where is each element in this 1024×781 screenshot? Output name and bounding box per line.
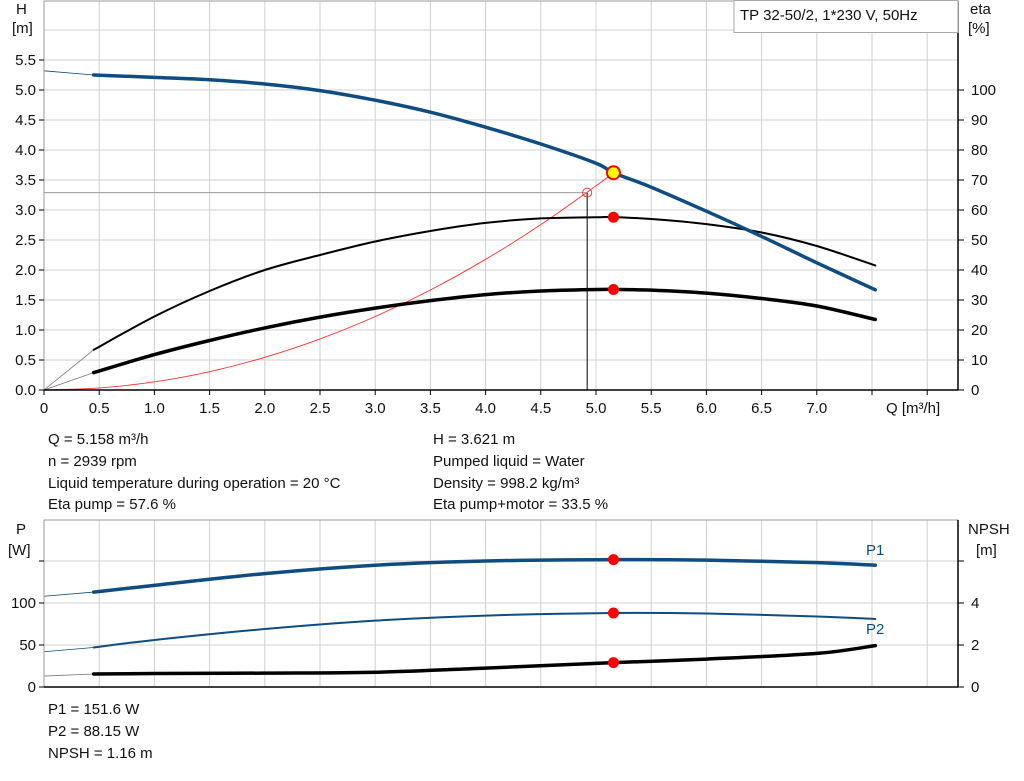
info-h: H = 3.621 m bbox=[433, 431, 516, 448]
head-curve bbox=[91, 73, 878, 292]
h-tick-label: 2.5 bbox=[15, 232, 36, 249]
requested-point-marker bbox=[582, 187, 593, 198]
info-p1: P1 = 151.6 W bbox=[48, 701, 140, 718]
npsh-tick-label: 0 bbox=[971, 679, 979, 696]
info-eta-pump-motor: Eta pump+motor = 33.5 % bbox=[433, 496, 609, 513]
x-tick-label: 0.5 bbox=[89, 400, 110, 417]
info-p2: P2 = 88.15 W bbox=[48, 723, 140, 740]
h-tick-label: 2.0 bbox=[15, 262, 36, 279]
h-tick-label: 1.0 bbox=[15, 322, 36, 339]
x-tick-label: 2.5 bbox=[310, 400, 331, 417]
info-eta-pump: Eta pump = 57.6 % bbox=[48, 496, 176, 513]
eta-tick-label: 20 bbox=[971, 322, 988, 339]
h-tick-label: 3.5 bbox=[15, 172, 36, 189]
system-curve bbox=[43, 172, 614, 391]
eta-pump-motor-curve-extension bbox=[43, 372, 94, 391]
x-tick-label: 5.0 bbox=[586, 400, 607, 417]
x-tick-label: 0 bbox=[40, 400, 48, 417]
x-tick-label: 4.0 bbox=[475, 400, 496, 417]
head-curve-extension bbox=[43, 70, 94, 76]
eta-tick-label: 0 bbox=[971, 382, 979, 399]
x-tick-label: 6.5 bbox=[751, 400, 772, 417]
info-density: Density = 998.2 kg/m³ bbox=[433, 475, 580, 492]
npsh-tick-label: 2 bbox=[971, 637, 979, 654]
x-tick-label: 7.0 bbox=[806, 400, 827, 417]
npsh-curve-extension bbox=[43, 673, 94, 677]
operating-point-marker bbox=[605, 165, 621, 181]
eta-tick-label: 80 bbox=[971, 142, 988, 159]
eta-pump-curve-extension bbox=[43, 349, 94, 391]
x-axis-label: Q [m³/h] bbox=[886, 400, 940, 417]
y-axis-label-h: H bbox=[16, 1, 27, 18]
h-tick-label: 0.0 bbox=[15, 382, 36, 399]
eta-tick-label: 50 bbox=[971, 232, 988, 249]
eta-tick-label: 100 bbox=[971, 82, 996, 99]
p2-curve-extension bbox=[43, 647, 94, 653]
x-tick-label: 2.0 bbox=[254, 400, 275, 417]
tick-labels: 0 0.5 1.0 1.5 2.0 2.5 3.0 3.5 4.0 4.5 5.0 5.5 6.0 6.5… bbox=[11, 52, 996, 696]
series-label-p2: P2 bbox=[866, 621, 884, 638]
npsh-duty-point bbox=[607, 657, 619, 669]
eta-pump-curve bbox=[92, 216, 877, 351]
top-plot-frame bbox=[43, 0, 959, 391]
x-tick-label: 4.5 bbox=[530, 400, 551, 417]
p-tick-label: 0 bbox=[28, 679, 36, 696]
info-liquid: Pumped liquid = Water bbox=[433, 453, 585, 470]
info-n: n = 2939 rpm bbox=[48, 453, 137, 470]
p-tick-label: 50 bbox=[19, 637, 36, 654]
npsh-curve bbox=[91, 643, 878, 676]
x-tick-label: 3.5 bbox=[420, 400, 441, 417]
info-temp: Liquid temperature during operation = 20… bbox=[48, 475, 341, 492]
h-tick-label: 5.5 bbox=[15, 52, 36, 69]
bottom-chart-grid bbox=[44, 520, 958, 687]
curves bbox=[43, 70, 878, 677]
y-axis-unit-p: [W] bbox=[8, 542, 31, 559]
y-axis-unit-eta: [%] bbox=[968, 20, 990, 37]
eta-tick-label: 10 bbox=[971, 352, 988, 369]
h-tick-label: 3.0 bbox=[15, 202, 36, 219]
x-tick-label: 3.0 bbox=[365, 400, 386, 417]
legend-text: TP 32-50/2, 1*230 V, 50Hz bbox=[740, 7, 918, 24]
p1-curve-extension bbox=[43, 591, 94, 597]
p1-duty-point bbox=[607, 554, 619, 566]
h-tick-label: 4.5 bbox=[15, 112, 36, 129]
series-label-p1: P1 bbox=[866, 542, 884, 559]
x-tick-label: 5.5 bbox=[641, 400, 662, 417]
top-chart-grid bbox=[44, 1, 958, 390]
p-tick-label: 100 bbox=[11, 595, 36, 612]
eta-tick-label: 40 bbox=[971, 262, 988, 279]
h-tick-label: 1.5 bbox=[15, 292, 36, 309]
h-tick-label: 5.0 bbox=[15, 82, 36, 99]
eta-tick-label: 60 bbox=[971, 202, 988, 219]
eta-tick-label: 30 bbox=[971, 292, 988, 309]
npsh-tick-label: 4 bbox=[971, 595, 979, 612]
y-axis-unit-npsh: [m] bbox=[976, 542, 997, 559]
h-tick-label: 0.5 bbox=[15, 352, 36, 369]
y-axis-unit-h: [m] bbox=[12, 20, 33, 37]
axes bbox=[39, 0, 964, 688]
info-npsh: NPSH = 1.16 m bbox=[48, 745, 153, 762]
eta-pump-motor-curve bbox=[91, 287, 878, 375]
p1-curve bbox=[91, 557, 878, 594]
eta-pump-duty-point bbox=[607, 211, 619, 223]
eta-pump-motor-duty-point bbox=[607, 284, 619, 295]
p2-duty-point bbox=[607, 607, 619, 619]
x-tick-label: 6.0 bbox=[696, 400, 717, 417]
x-tick-label: 1.0 bbox=[144, 400, 165, 417]
y-axis-label-eta: eta bbox=[970, 1, 992, 18]
y-axis-label-npsh: NPSH bbox=[968, 521, 1010, 538]
eta-tick-label: 70 bbox=[971, 172, 988, 189]
info-q: Q = 5.158 m³/h bbox=[48, 431, 149, 448]
legend-box: TP 32-50/2, 1*230 V, 50Hz bbox=[733, 0, 959, 33]
h-tick-label: 4.0 bbox=[15, 142, 36, 159]
y-axis-label-p: P bbox=[16, 521, 26, 538]
x-tick-label: 1.5 bbox=[199, 400, 220, 417]
eta-tick-label: 90 bbox=[971, 112, 988, 129]
p2-curve bbox=[92, 611, 877, 649]
